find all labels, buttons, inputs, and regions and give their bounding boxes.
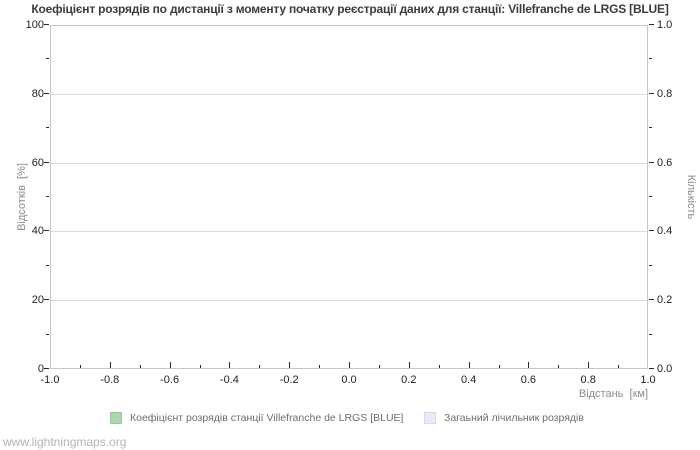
y-right-tick (649, 161, 654, 163)
y-left-tick-label: 100 (25, 19, 44, 31)
x-tick-label: -0.8 (100, 374, 120, 386)
x-minor-tick (79, 365, 81, 368)
y-right-tick-label: 0.0 (657, 363, 673, 375)
legend-label: Загаьний лічильник розрядів (444, 412, 584, 424)
y-right-tick (649, 230, 654, 232)
x-minor-tick (319, 365, 321, 368)
chart-title: Коефіцієнт розрядів по дистанції з момен… (31, 2, 669, 16)
y-right-tick-label: 0.2 (657, 294, 673, 307)
y-left-tick-label: 40 (31, 225, 44, 238)
x-minor-tick (438, 365, 440, 368)
x-major-tick (588, 362, 590, 368)
x-major-tick (289, 362, 291, 368)
plot-area (50, 25, 648, 369)
y-left-tick (44, 299, 49, 301)
x-minor-tick (259, 365, 261, 368)
y-left-tick-label: 60 (31, 156, 44, 169)
y-right-minor-tick (649, 264, 652, 266)
y-left-tick (44, 230, 49, 232)
x-minor-tick (558, 365, 560, 368)
x-tick-label: -1.0 (40, 374, 60, 386)
left-axis-title: Відсотків [%] (16, 163, 28, 231)
gridline (51, 231, 647, 233)
legend-swatch (424, 412, 436, 424)
y-right-tick (649, 92, 654, 94)
y-left-tick (44, 368, 49, 369)
y-right-minor-tick (649, 196, 652, 197)
y-right-tick-label: 0.8 (657, 87, 673, 100)
x-tick-label: 0.4 (460, 374, 477, 386)
y-left-minor-tick (46, 333, 49, 335)
x-major-tick (229, 362, 231, 368)
y-right-tick (649, 368, 654, 369)
y-left-tick (44, 161, 49, 163)
gridline (51, 162, 647, 164)
y-left-minor-tick (46, 196, 49, 197)
y-right-minor-tick (649, 58, 652, 60)
x-tick-label: -0.6 (160, 374, 180, 386)
y-left-tick (44, 24, 49, 25)
x-tick-label: -0.4 (219, 374, 239, 386)
gridline (51, 300, 647, 302)
x-minor-tick (498, 365, 500, 368)
y-right-tick-label: 0.4 (657, 225, 673, 238)
x-major-tick (528, 362, 530, 368)
y-left-minor-tick (46, 264, 49, 266)
y-right-tick (649, 299, 654, 301)
x-tick-label: 0.2 (401, 374, 417, 386)
x-major-tick (109, 362, 111, 368)
x-minor-tick (618, 365, 620, 368)
y-right-minor-tick (649, 127, 652, 129)
y-left-minor-tick (46, 58, 49, 60)
y-left-tick-label: 80 (31, 87, 44, 100)
watermark: www.lightningmaps.org (3, 435, 127, 449)
x-tick-label: 1.0 (640, 374, 656, 386)
y-left-minor-tick (46, 127, 49, 129)
x-minor-tick (139, 365, 141, 368)
x-major-tick (169, 362, 171, 368)
x-major-tick (349, 362, 350, 368)
gridline (51, 93, 647, 95)
x-tick-label: 0.6 (520, 374, 537, 386)
y-left-tick (44, 92, 49, 94)
x-tick-label: -0.2 (279, 374, 299, 386)
legend-swatch (110, 412, 122, 424)
x-axis-title: Відстань [км] (578, 388, 648, 400)
x-minor-tick (378, 365, 380, 368)
y-left-tick-label: 20 (31, 294, 44, 307)
x-minor-tick (199, 365, 201, 368)
x-major-tick (468, 362, 470, 368)
x-major-tick (408, 362, 410, 368)
y-right-tick (649, 24, 654, 25)
y-right-minor-tick (649, 333, 652, 335)
y-left-tick-label: 0 (37, 363, 44, 375)
y-right-tick-label: 0.6 (657, 156, 673, 169)
x-tick-label: 0.8 (580, 374, 596, 386)
x-tick-label: 0.0 (341, 374, 357, 386)
y-right-tick-label: 1.0 (657, 19, 673, 31)
right-axis-title: Кількість (685, 174, 697, 220)
legend-label: Коефіцієнт розрядів станції Villefranche… (130, 412, 404, 424)
